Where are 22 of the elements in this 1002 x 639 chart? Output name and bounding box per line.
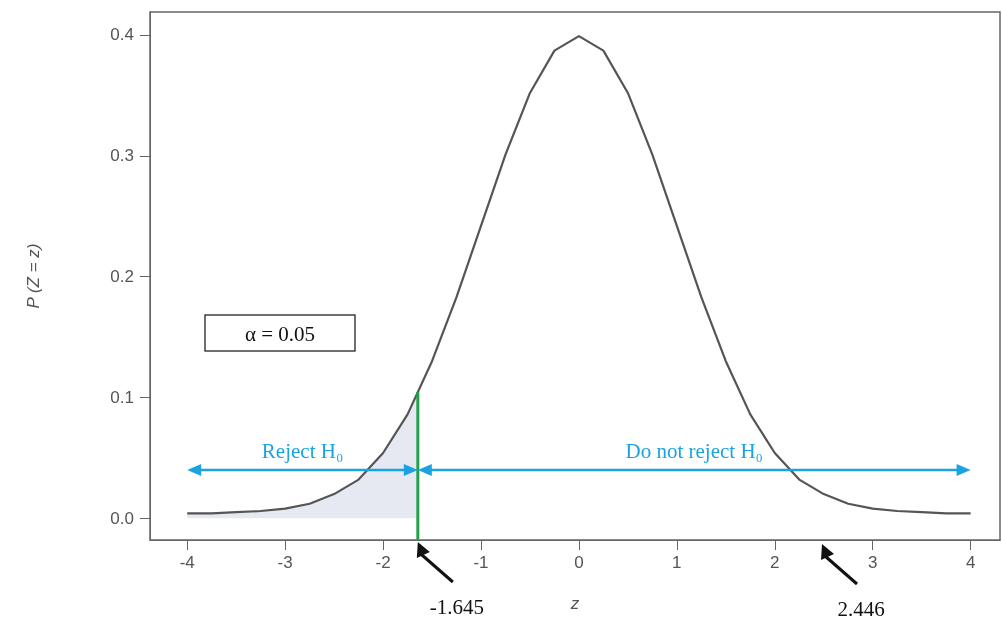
annotation: Reject H₀	[261, 439, 344, 463]
line-series	[186, 35, 972, 515]
x-axis-title: z	[569, 594, 580, 613]
y-tick-label: 0.2	[110, 267, 134, 287]
x-tick-label: 2	[770, 553, 780, 572]
y-tick-label: 0.4	[110, 25, 134, 45]
annotation: α = 0.05	[244, 322, 316, 346]
annotation: -1.645	[429, 595, 484, 619]
x-tick-label: 4	[965, 553, 976, 572]
x-tick-label: -3	[277, 553, 293, 572]
x-tick-label: 1	[672, 553, 682, 572]
y-tick-label: 0.3	[110, 146, 134, 166]
x-tick-label: 0	[574, 553, 584, 572]
x-tick-label: -4	[179, 553, 195, 572]
x-tick-label: -1	[473, 553, 489, 572]
x-tick-label: -2	[375, 553, 391, 572]
text: 2.446	[837, 597, 885, 621]
y-tick-label: 0.0	[110, 508, 134, 528]
y-axis-title: P (Z = z)	[24, 243, 43, 309]
x-tick-label: 3	[867, 553, 878, 572]
y-tick-label: 0.1	[110, 387, 134, 407]
annotation: Do not reject H₀	[625, 439, 763, 463]
